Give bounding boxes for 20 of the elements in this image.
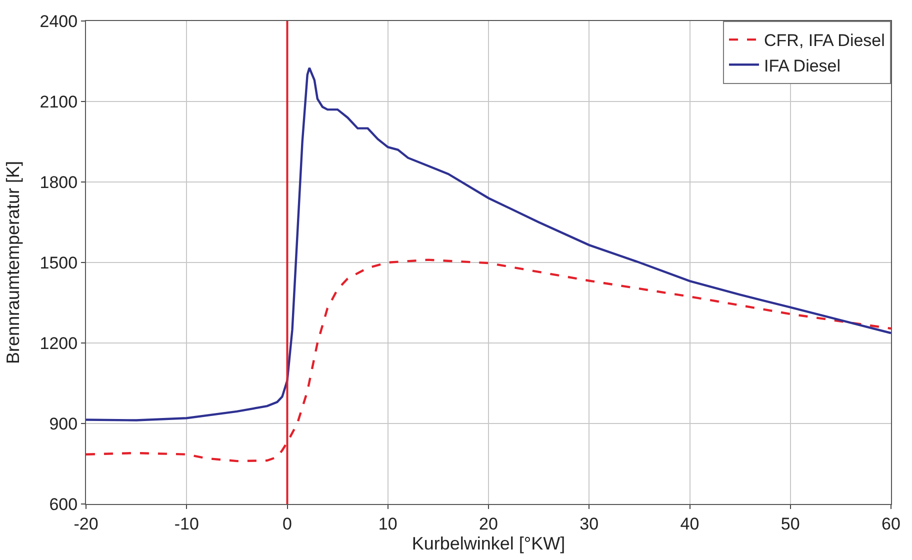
legend-label: CFR, IFA Diesel	[764, 31, 885, 50]
y-tick-label: 600	[49, 494, 78, 514]
y-tick-label: 900	[49, 414, 78, 434]
x-tick-label: 50	[780, 514, 800, 534]
y-tick-label: 1800	[40, 172, 78, 192]
x-tick-label: -20	[74, 514, 98, 534]
x-tick-label: 10	[378, 514, 398, 534]
x-tick-label: 20	[479, 514, 498, 534]
y-tick-label: 1200	[40, 334, 78, 353]
x-tick-label: -10	[174, 514, 199, 534]
x-tick-label: 0	[282, 514, 292, 534]
y-tick-label: 2100	[40, 92, 78, 112]
x-tick-label: 30	[580, 514, 599, 534]
y-tick-label: 1500	[40, 253, 78, 272]
y-tick-label: 2400	[40, 12, 78, 31]
x-tick-label: 60	[882, 514, 900, 534]
x-axis-title: Kurbelwinkel [°KW]	[412, 533, 566, 554]
legend-label: IFA Diesel	[764, 56, 841, 76]
y-axis-title: Brennraumtemperatur [K]	[2, 160, 23, 364]
x-tick-label: 40	[680, 514, 700, 534]
